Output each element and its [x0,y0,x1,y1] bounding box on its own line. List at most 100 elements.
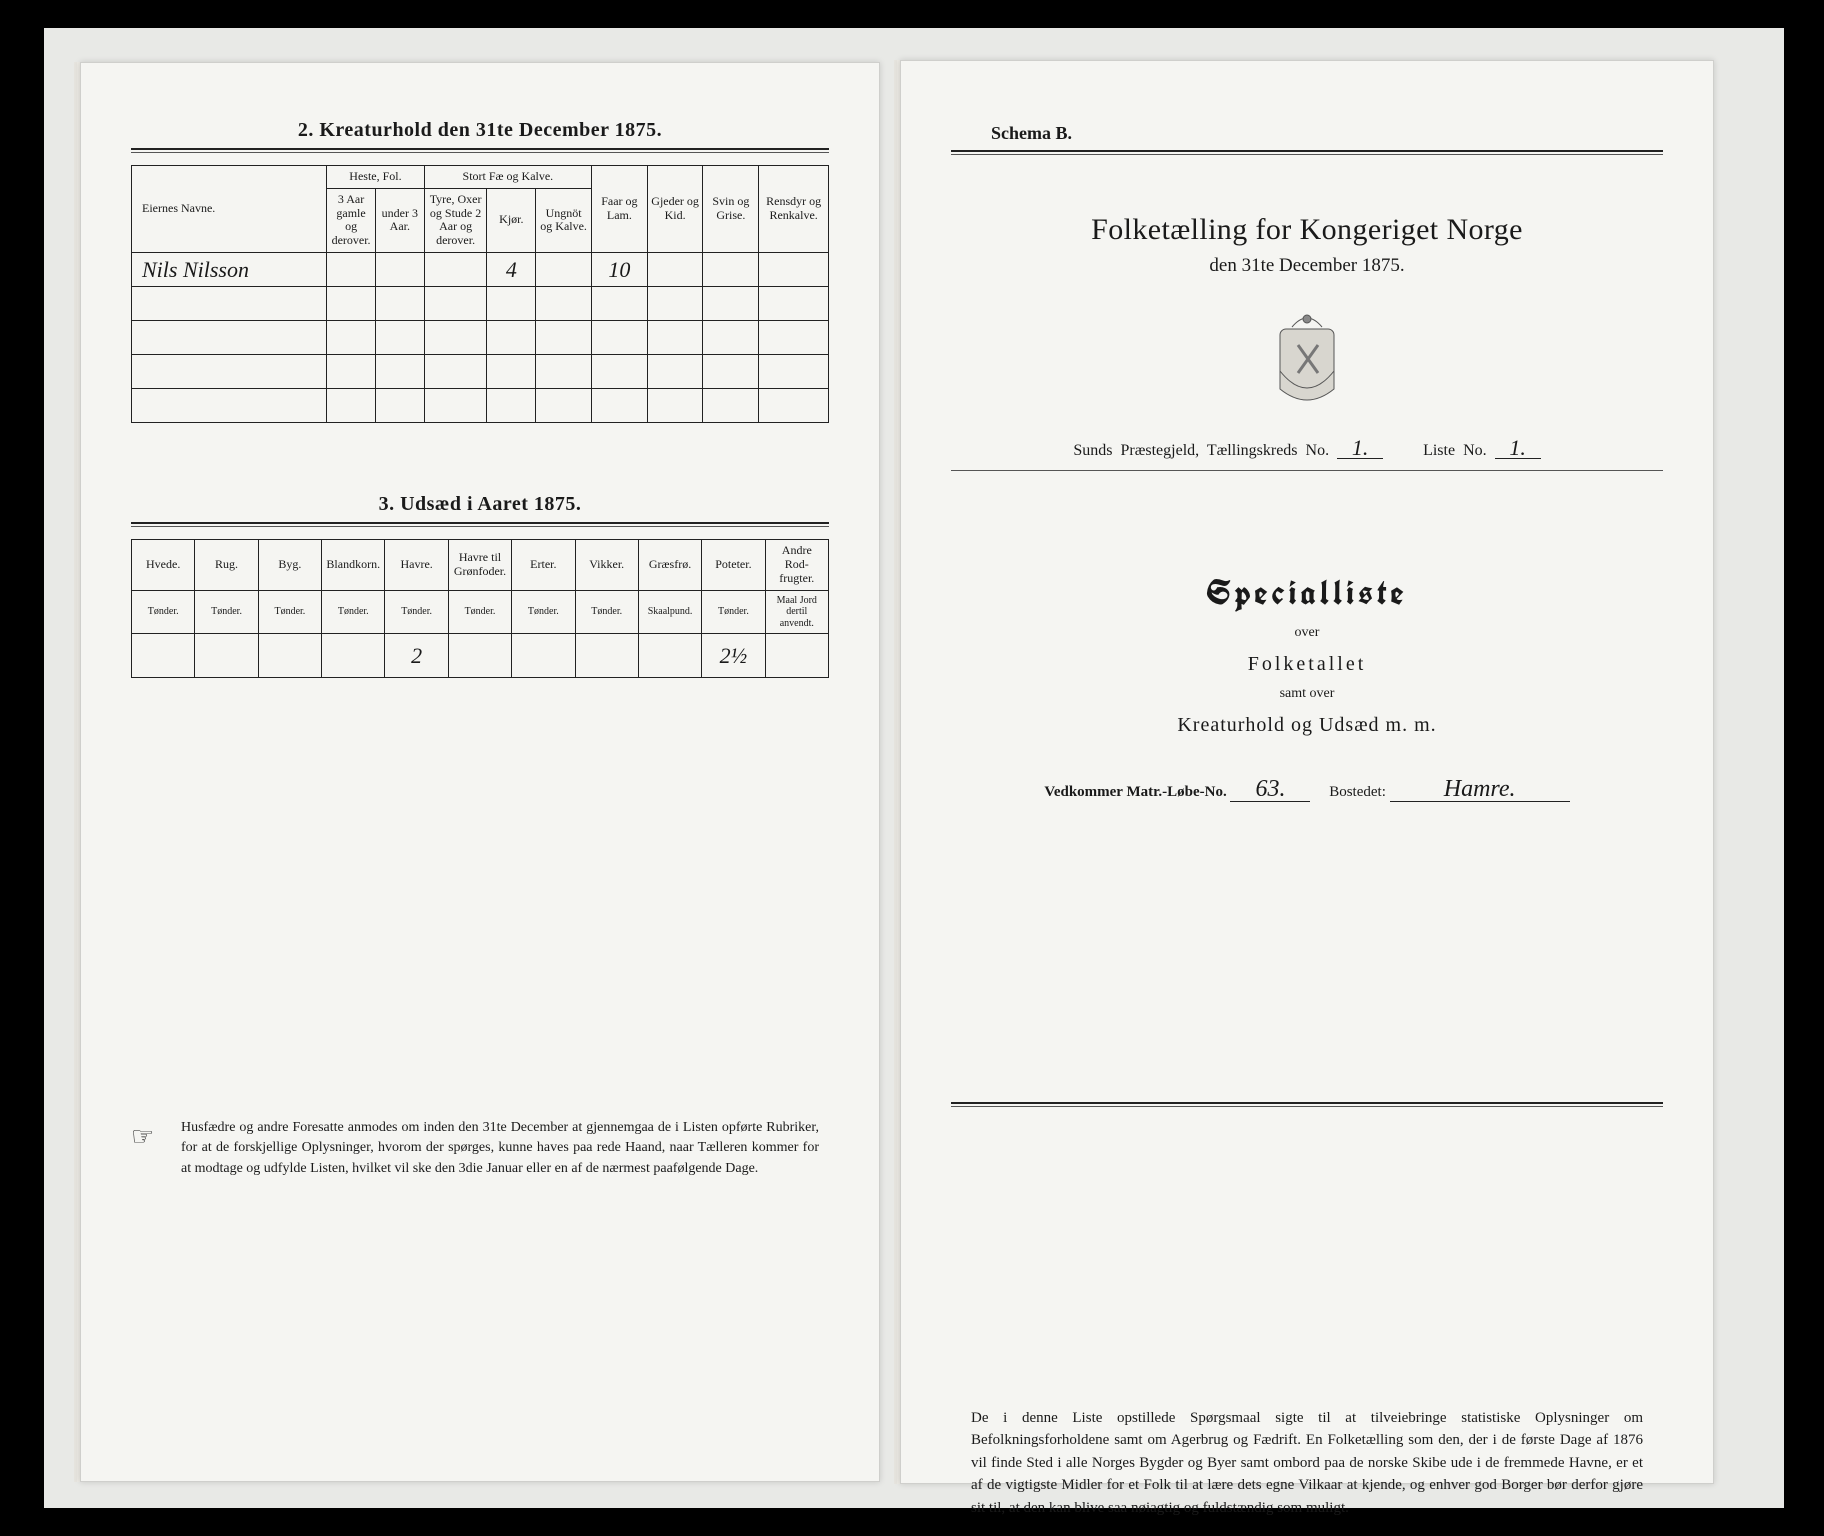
cell [536,287,592,321]
specialliste-block: Specialliste over Folketallet samt over … [951,571,1663,737]
cell [647,287,703,321]
cell [647,355,703,389]
col-header: Blandkorn. [322,540,385,590]
cell [703,287,759,321]
cell [424,389,487,423]
cell [591,321,647,355]
sub-h5: Ungnöt og Kalve. [536,188,592,252]
cell: 4 [487,252,536,286]
matr-label: Vedkommer Matr.-Løbe-No. [1044,784,1226,800]
col-header: Andre Rod-frugter. [765,540,828,590]
cell [327,321,376,355]
owner-name [132,355,327,389]
cell [647,321,703,355]
owner-name: Nils Nilsson [132,252,327,286]
cell [327,252,376,286]
cell [759,252,829,286]
cell [327,355,376,389]
cell [487,355,536,389]
cell [703,355,759,389]
cell: 2 [385,634,448,678]
sub-h3: Tyre, Oxer og Stude 2 Aar og derover. [424,188,487,252]
col-unit: Tønder. [322,590,385,634]
cell [322,634,385,678]
bosted-label: Bostedet: [1329,784,1386,800]
cell [448,634,511,678]
cell [759,355,829,389]
cell [424,321,487,355]
col-cattle: Stort Fæ og Kalve. [424,166,591,189]
col-unit: Tønder. [385,590,448,634]
district-line: Sunds Præstegjeld, Tællingskreds No. 1. … [951,438,1663,460]
col-pig: Svin og Grise. [703,166,759,253]
cell [375,252,424,286]
col-unit: Tønder. [132,590,195,634]
right-page: Schema B. Folketælling for Kongeriget No… [900,60,1714,1484]
cell [375,355,424,389]
cell [591,389,647,423]
table-row: Nils Nilsson 4 10 [132,252,829,286]
cell [487,287,536,321]
cell [575,634,638,678]
kreaturhold-line: Kreaturhold og Udsæd m. m. [951,714,1663,737]
col-header: Rug. [195,540,258,590]
cell [195,634,258,678]
cell [759,321,829,355]
cell [765,634,828,678]
pointing-hand-icon: ☞ [131,1118,154,1156]
cell [647,252,703,286]
col-unit: Maal Jord dertil anvendt. [765,590,828,634]
col-unit: Tønder. [512,590,575,634]
bosted-value: Hamre. [1390,779,1570,802]
cell: 10 [591,252,647,286]
cell [591,287,647,321]
right-bottom-note: De i denne Liste opstillede Spørgsmaal s… [951,1407,1663,1520]
left-footnote: ☞ Husfædre og andre Foresatte anmodes om… [131,1118,829,1179]
liste-label: Liste No. [1423,442,1487,459]
section3-title: 3. Udsæd i Aaret 1875. [131,493,829,516]
left-page: 2. Kreaturhold den 31te December 1875. E… [80,62,880,1482]
col-header: Poteter. [702,540,765,590]
matr-no: 63. [1230,779,1310,802]
samt-over: samt over [951,686,1663,702]
cell [375,389,424,423]
cell [375,287,424,321]
cell [703,389,759,423]
col-horses: Heste, Fol. [327,166,425,189]
col-header: Erter. [512,540,575,590]
table-row [132,287,829,321]
cell [536,252,592,286]
owner-name [132,287,327,321]
cell [132,634,195,678]
cell [487,389,536,423]
col-unit: Tønder. [448,590,511,634]
cell [327,287,376,321]
sub-h4: Kjør. [487,188,536,252]
over-label-1: over [951,625,1663,641]
cell [375,321,424,355]
col-header: Vikker. [575,540,638,590]
col-rein: Rensdyr og Renkalve. [759,166,829,253]
col-unit: Tønder. [575,590,638,634]
cell [703,252,759,286]
kreds-no: 1. [1337,438,1383,459]
cell [638,634,701,678]
footnote-text: Husfædre og andre Foresatte anmodes om i… [181,1120,819,1176]
census-title: Folketælling for Kongeriget Norge [951,213,1663,247]
coat-of-arms-icon [951,311,1663,412]
cell [424,287,487,321]
sub-h2: under 3 Aar. [375,188,424,252]
cell [424,252,487,286]
col-unit: Tønder. [258,590,321,634]
table-row [132,355,829,389]
folketallet: Folketallet [951,653,1663,676]
section2-title: 2. Kreaturhold den 31te December 1875. [131,119,829,142]
cell [258,634,321,678]
cell [591,355,647,389]
specialliste-heading: Specialliste [951,571,1663,615]
col-header: Byg. [258,540,321,590]
udsaed-table: Hvede.Rug.Byg.Blandkorn.Havre.Havre til … [131,539,829,678]
cell [759,389,829,423]
col-sheep: Faar og Lam. [591,166,647,253]
census-subtitle: den 31te December 1875. [951,255,1663,277]
